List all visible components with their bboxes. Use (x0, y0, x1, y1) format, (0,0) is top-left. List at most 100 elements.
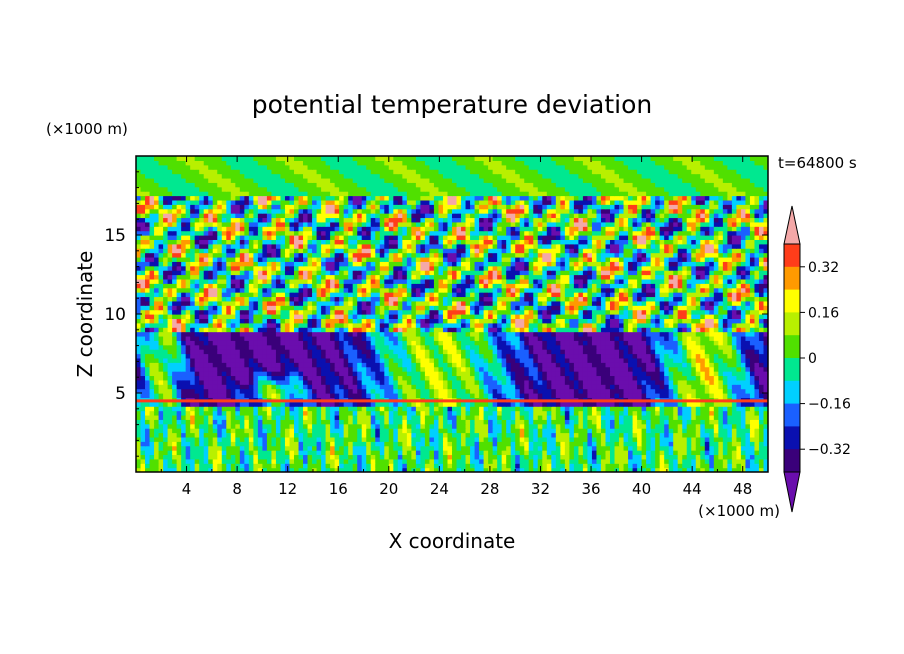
field-cell (497, 322, 503, 328)
field-cell (163, 419, 169, 425)
field-cell (176, 450, 182, 456)
field-cell (677, 393, 683, 398)
field-cell (226, 384, 232, 390)
field-cell (208, 454, 214, 460)
field-cell (537, 357, 543, 363)
field-cell (673, 441, 679, 447)
field-cell (339, 414, 345, 420)
field-cell (528, 327, 534, 333)
field-cell (555, 441, 561, 447)
field-cell (582, 454, 589, 460)
field-cell (357, 388, 363, 394)
field-cell (573, 406, 579, 412)
field-cell (578, 353, 584, 359)
field-cell (700, 414, 706, 420)
field-cell (664, 450, 670, 456)
field-cell (289, 384, 295, 390)
field-cell (271, 423, 277, 429)
field-cell (181, 436, 187, 442)
field-cell (411, 441, 417, 447)
field-cell (551, 436, 557, 442)
field-cell (691, 353, 697, 359)
field-cell (668, 401, 674, 407)
field-cell (470, 441, 476, 447)
field-cell (176, 393, 182, 398)
field-cell (203, 428, 209, 434)
field-cell (303, 353, 309, 359)
field-cell (136, 441, 142, 447)
field-cell (411, 463, 417, 469)
field-cell (596, 357, 602, 363)
field-cell (573, 441, 579, 447)
field-cell (172, 314, 178, 319)
field-cell (348, 371, 354, 377)
field-cell (763, 384, 768, 390)
field-cell (402, 423, 408, 429)
field-cell (411, 432, 417, 438)
field-cell (420, 428, 426, 434)
field-cell (718, 406, 724, 412)
field-cell (754, 423, 760, 429)
field-cell (190, 441, 196, 447)
field-cell (217, 327, 223, 333)
field-cell (623, 450, 629, 456)
field-cell (154, 458, 160, 464)
field-cell (452, 436, 458, 442)
field-cell (194, 441, 200, 447)
field-cell (393, 366, 399, 372)
field-cell (275, 366, 282, 372)
field-cell (208, 384, 214, 390)
field-cell (452, 445, 458, 451)
field-cell (452, 331, 458, 337)
field-cell (479, 388, 485, 394)
field-cell (533, 388, 539, 394)
field-cell (280, 371, 286, 377)
field-cell (695, 366, 701, 372)
field-cell (686, 362, 692, 368)
field-cell (569, 393, 575, 398)
field-cell (140, 362, 146, 368)
field-cell (424, 375, 431, 381)
field-cell (605, 450, 611, 456)
field-cell (722, 349, 728, 355)
field-cell (713, 353, 719, 359)
field-cell (298, 344, 304, 350)
field-cell (628, 393, 634, 398)
field-cell (704, 393, 710, 398)
field-cell (230, 428, 236, 434)
field-cell (510, 441, 516, 447)
field-cell (564, 327, 570, 333)
field-cell (185, 445, 191, 451)
field-cell (294, 340, 300, 346)
field-cell (181, 331, 187, 337)
field-cell (226, 463, 232, 469)
field-cell (587, 335, 593, 341)
field-cell (230, 322, 236, 328)
field-cell (745, 467, 751, 472)
field-cell (221, 401, 227, 407)
field-cell (600, 335, 607, 341)
field-cell (650, 463, 656, 469)
field-cell (312, 410, 318, 416)
field-cell (154, 410, 160, 416)
field-cell (248, 458, 254, 464)
field-cell (479, 349, 485, 355)
field-cell (248, 406, 254, 412)
field-cell (438, 423, 444, 429)
field-cell (244, 366, 250, 372)
field-cell (619, 353, 625, 359)
field-cell (632, 463, 638, 469)
field-cell (158, 344, 164, 350)
field-cell (569, 432, 575, 438)
field-cell (488, 393, 494, 398)
field-cell (736, 357, 742, 363)
field-cell (564, 428, 570, 434)
field-cell (754, 384, 760, 390)
field-cell (388, 401, 394, 407)
field-cell (704, 379, 710, 385)
field-cell (727, 441, 733, 447)
field-cell (370, 388, 376, 394)
field-cell (140, 366, 146, 372)
field-cell (628, 375, 634, 381)
field-cell (614, 366, 620, 372)
